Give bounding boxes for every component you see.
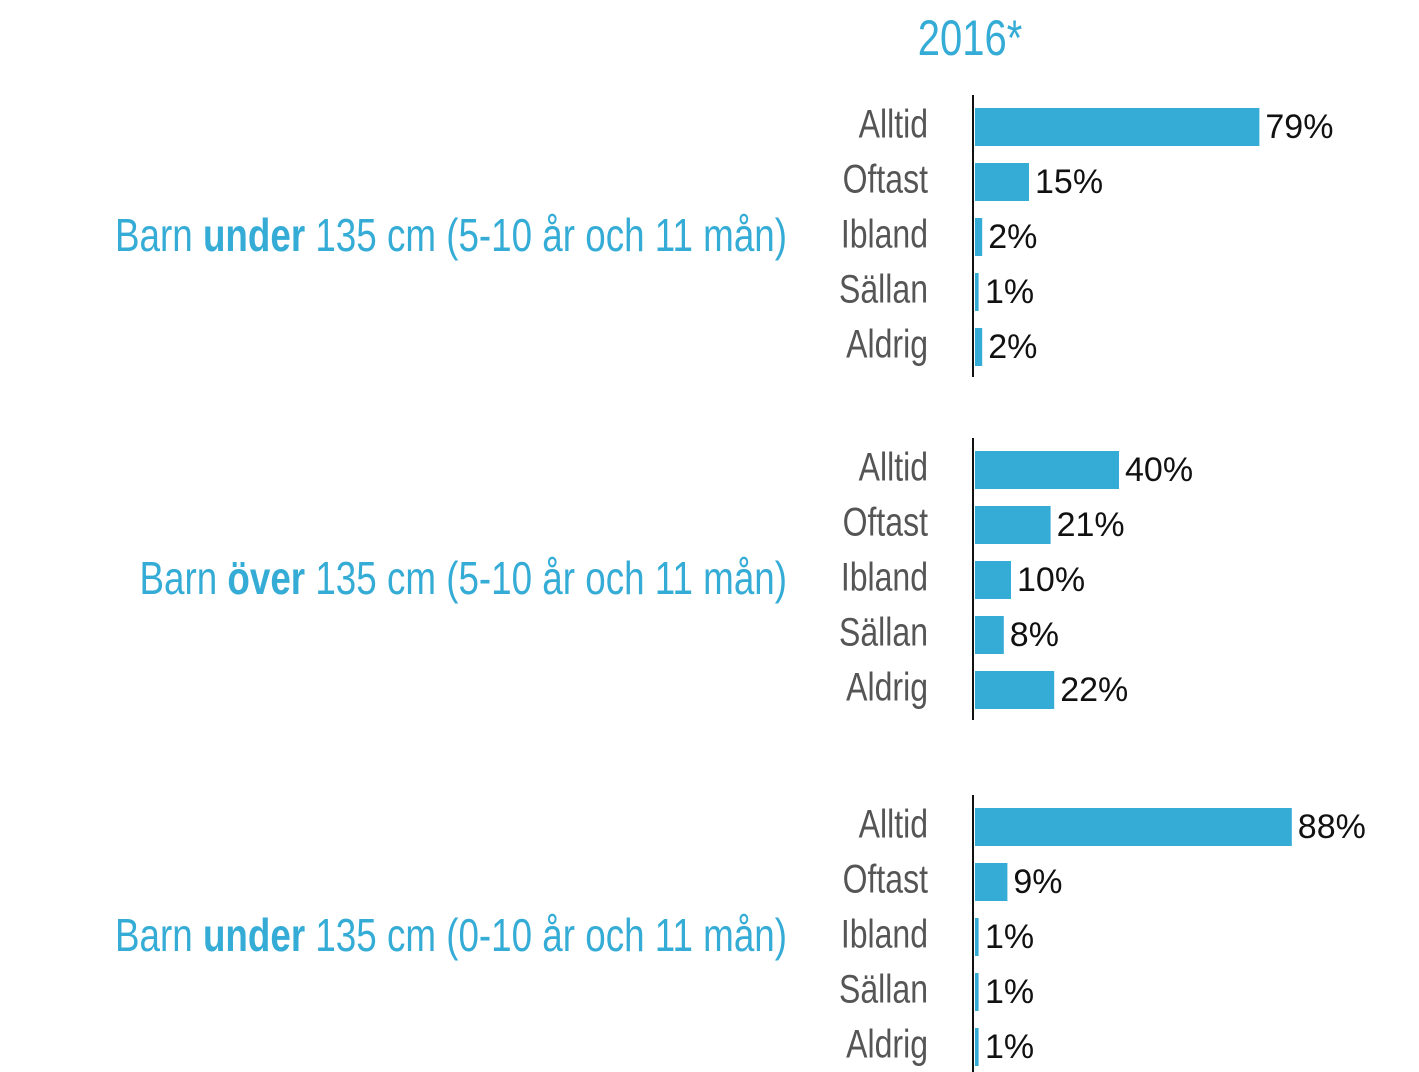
value-label: 79% xyxy=(1265,108,1333,146)
group-label-part: Barn xyxy=(115,909,203,961)
value-label: 88% xyxy=(1298,808,1366,846)
category-label: Ibland xyxy=(841,911,928,956)
category-label: Aldrig xyxy=(846,1021,928,1066)
group-label-wrap: Barn under 135 cm (0-10 år och 11 mån) xyxy=(115,909,787,961)
value-label: 1% xyxy=(985,973,1034,1011)
group-label-part: över xyxy=(227,552,305,604)
category-label: Aldrig xyxy=(846,664,928,709)
category-wrap: Ibland xyxy=(841,211,928,256)
group-label-part: 135 cm (0-10 år och 11 mån) xyxy=(305,909,787,961)
category-wrap: Sällan xyxy=(839,266,928,311)
group-label-part: Barn xyxy=(115,209,203,261)
value-label: 1% xyxy=(985,918,1034,956)
value-label: 1% xyxy=(985,273,1034,311)
value-label: 15% xyxy=(1035,163,1103,201)
category-label: Aldrig xyxy=(846,321,928,366)
title-group: 2016* xyxy=(918,10,1023,66)
group-label-part: 135 cm (5-10 år och 11 mån) xyxy=(305,209,787,261)
bar xyxy=(975,973,979,1011)
bar xyxy=(975,451,1119,489)
value-label: 2% xyxy=(988,218,1037,256)
bar xyxy=(975,273,979,311)
category-label: Ibland xyxy=(841,554,928,599)
group-label: Barn under 135 cm (5-10 år och 11 mån) xyxy=(115,209,787,261)
category-label: Sällan xyxy=(839,266,928,311)
bar xyxy=(975,506,1051,544)
chart-title: 2016* xyxy=(918,10,1023,66)
category-label: Oftast xyxy=(843,156,928,201)
category-wrap: Alltid xyxy=(859,101,928,146)
bar xyxy=(975,328,983,366)
category-label: Alltid xyxy=(859,444,928,489)
category-wrap: Oftast xyxy=(843,856,928,901)
bar xyxy=(975,808,1292,846)
category-wrap: Aldrig xyxy=(846,1021,928,1066)
category-label: Ibland xyxy=(841,211,928,256)
group-label: Barn under 135 cm (0-10 år och 11 mån) xyxy=(115,909,787,961)
bar xyxy=(975,218,983,256)
bar xyxy=(975,561,1011,599)
bar xyxy=(975,1028,979,1066)
bar xyxy=(975,671,1055,709)
category-label: Sällan xyxy=(839,966,928,1011)
value-label: 21% xyxy=(1057,506,1125,544)
bar xyxy=(975,163,1029,201)
category-wrap: Ibland xyxy=(841,911,928,956)
value-label: 1% xyxy=(985,1028,1034,1066)
category-label: Oftast xyxy=(843,499,928,544)
group-label-part: under xyxy=(203,909,305,961)
category-wrap: Sällan xyxy=(839,966,928,1011)
value-label: 2% xyxy=(988,328,1037,366)
category-label: Alltid xyxy=(859,801,928,846)
bar xyxy=(975,108,1260,146)
group-label-part: under xyxy=(203,209,305,261)
group-label-part: Barn xyxy=(139,552,227,604)
value-label: 40% xyxy=(1125,451,1193,489)
value-label: 8% xyxy=(1010,616,1059,654)
category-wrap: Sällan xyxy=(839,609,928,654)
group-label-wrap: Barn under 135 cm (5-10 år och 11 mån) xyxy=(115,209,787,261)
category-wrap: Oftast xyxy=(843,499,928,544)
category-wrap: Aldrig xyxy=(846,321,928,366)
category-wrap: Aldrig xyxy=(846,664,928,709)
value-label: 9% xyxy=(1013,863,1062,901)
group-label-wrap: Barn över 135 cm (5-10 år och 11 mån) xyxy=(139,552,787,604)
group-label-part: 135 cm (5-10 år och 11 mån) xyxy=(305,552,787,604)
category-wrap: Alltid xyxy=(859,801,928,846)
group-label: Barn över 135 cm (5-10 år och 11 mån) xyxy=(139,552,787,604)
value-label: 22% xyxy=(1060,671,1128,709)
category-wrap: Ibland xyxy=(841,554,928,599)
category-wrap: Oftast xyxy=(843,156,928,201)
bar xyxy=(975,918,979,956)
bar xyxy=(975,863,1008,901)
category-label: Sällan xyxy=(839,609,928,654)
category-label: Alltid xyxy=(859,101,928,146)
value-label: 10% xyxy=(1017,561,1085,599)
bar xyxy=(975,616,1004,654)
category-wrap: Alltid xyxy=(859,444,928,489)
category-label: Oftast xyxy=(843,856,928,901)
